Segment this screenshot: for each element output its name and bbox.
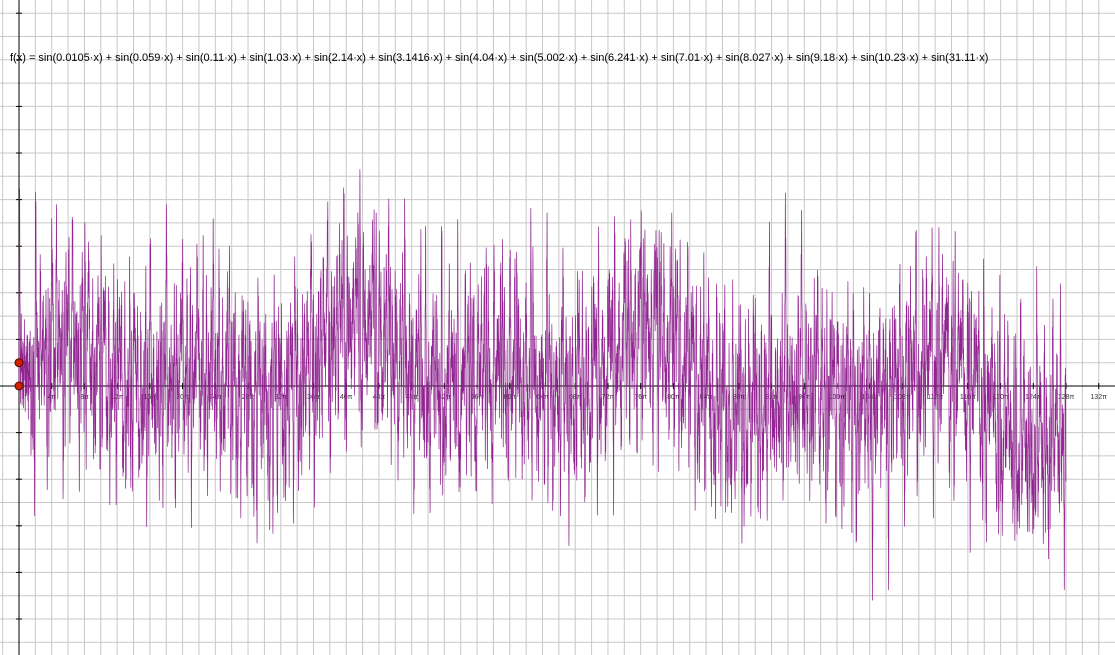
x-tick-label: 4π — [47, 394, 56, 401]
x-tick-label: 12π — [111, 394, 124, 401]
x-tick-label: 116π — [960, 394, 976, 401]
x-tick-label: 60π — [503, 394, 516, 401]
x-tick-label: 132π — [1091, 394, 1108, 401]
x-tick-label: 16π — [144, 394, 157, 401]
x-tick-label: 20π — [176, 394, 189, 401]
x-tick-label: 48π — [405, 394, 418, 401]
series-line — [18, 169, 1067, 601]
x-tick-label: 28π — [242, 394, 255, 401]
x-tick-label: 72π — [602, 394, 615, 401]
data-point — [14, 381, 24, 391]
data-point — [14, 358, 24, 368]
x-tick-label: 124π — [1025, 394, 1042, 401]
points-layer — [14, 358, 24, 391]
series-layer — [18, 169, 1067, 601]
function-formula: f(x) = sin(0.0105·x) + sin(0.059·x) + si… — [10, 52, 988, 64]
x-tick-label: 80π — [667, 394, 680, 401]
x-tick-label: 44π — [373, 394, 386, 401]
x-tick-label: 128π — [1058, 394, 1075, 401]
x-tick-label: 40π — [340, 394, 353, 401]
x-tick-label: 88π — [733, 394, 746, 401]
x-tick-label: 100π — [829, 394, 846, 401]
x-tick-label: 76π — [634, 394, 647, 401]
